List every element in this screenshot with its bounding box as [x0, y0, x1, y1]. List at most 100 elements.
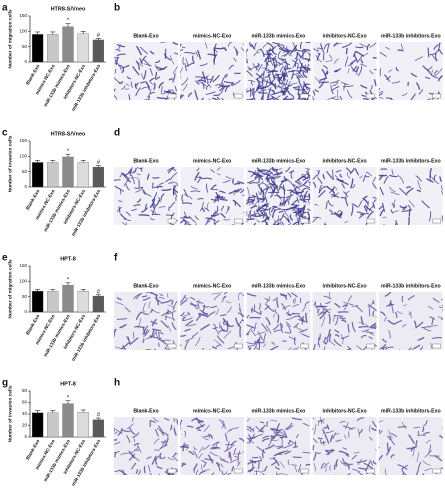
cell — [195, 300, 204, 304]
cell — [344, 56, 349, 67]
cell — [216, 205, 219, 214]
cell — [416, 452, 419, 463]
cell — [273, 431, 279, 438]
cell — [260, 187, 263, 195]
image-label: Blank-Exo — [133, 158, 158, 164]
cell — [187, 323, 197, 327]
cell — [219, 198, 228, 201]
cell — [415, 440, 418, 446]
cell — [273, 63, 278, 71]
cell — [225, 73, 228, 78]
chart-title: HPT-8 — [60, 381, 76, 387]
cell — [153, 185, 159, 189]
cell — [378, 97, 384, 99]
cell — [372, 420, 377, 429]
cell — [291, 69, 303, 72]
cell — [198, 470, 206, 475]
scale-bar-box — [432, 468, 441, 474]
cell — [226, 306, 232, 313]
cell — [441, 299, 443, 301]
bar — [77, 290, 89, 313]
cell — [226, 320, 229, 332]
cell — [263, 343, 266, 348]
cell — [295, 52, 298, 60]
micrograph — [114, 167, 178, 225]
image-label: miR-133b inhibitors-Exo — [381, 158, 441, 164]
micrograph — [246, 292, 311, 350]
y-tick-label: 20 — [22, 423, 28, 428]
cell — [241, 319, 245, 322]
cell — [265, 81, 274, 86]
cell — [150, 292, 158, 297]
cell — [337, 89, 339, 100]
cell — [315, 77, 321, 85]
cell — [294, 325, 304, 331]
bar — [31, 162, 44, 188]
cell — [118, 44, 121, 50]
cell — [295, 213, 298, 222]
cell — [372, 182, 377, 190]
cell — [256, 446, 266, 454]
y-axis-label: Number of migration cells — [7, 259, 13, 319]
cell — [279, 196, 286, 199]
cell — [268, 437, 272, 447]
cell — [230, 440, 237, 446]
cell — [366, 43, 371, 51]
cell — [197, 420, 203, 424]
cell — [204, 42, 208, 49]
cell — [433, 44, 439, 50]
error-bar — [50, 289, 56, 292]
cell — [210, 447, 218, 450]
cell — [321, 316, 325, 327]
cell — [152, 328, 162, 332]
cell — [180, 71, 181, 78]
cell — [301, 206, 306, 217]
cell — [210, 198, 216, 201]
cell — [200, 97, 204, 100]
cell — [133, 443, 140, 446]
error-bar — [65, 23, 71, 27]
cell — [358, 214, 364, 219]
cell — [262, 215, 267, 219]
cell — [271, 349, 273, 350]
cell — [278, 183, 281, 191]
cell — [268, 88, 276, 94]
cell — [351, 321, 356, 333]
cell — [159, 444, 168, 450]
bar — [92, 166, 105, 188]
cell — [314, 89, 319, 93]
cell — [125, 211, 131, 217]
cell — [170, 424, 173, 431]
cell — [195, 469, 199, 475]
cell — [279, 82, 290, 86]
cell — [293, 72, 298, 75]
cell — [324, 434, 330, 444]
cell — [304, 301, 310, 306]
cell — [286, 316, 295, 320]
cell — [325, 201, 328, 210]
cell — [191, 417, 198, 422]
cell — [155, 329, 159, 340]
cell — [263, 205, 268, 214]
cell — [171, 312, 175, 322]
cell — [346, 473, 351, 475]
cell — [263, 333, 267, 343]
cell — [388, 330, 391, 339]
cell — [215, 83, 224, 86]
cell — [302, 451, 311, 454]
cell — [361, 328, 369, 332]
cell — [226, 300, 232, 303]
cell — [293, 336, 296, 346]
cell — [320, 43, 325, 53]
cell — [231, 465, 235, 472]
cell — [132, 332, 135, 339]
cell — [413, 320, 417, 327]
cell — [261, 216, 270, 223]
cell — [251, 213, 258, 216]
cell — [290, 72, 294, 80]
cell — [272, 218, 282, 225]
cell — [281, 303, 286, 311]
cell — [255, 192, 260, 204]
cell — [297, 206, 305, 215]
cell — [260, 95, 264, 100]
